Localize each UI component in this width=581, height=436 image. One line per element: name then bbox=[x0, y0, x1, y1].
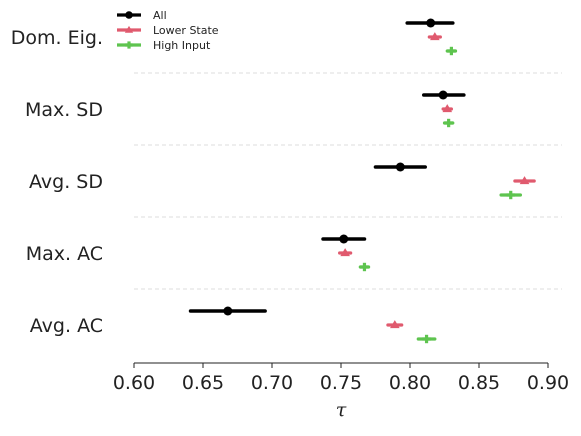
legend-label: Lower State bbox=[153, 24, 219, 37]
series-high-input bbox=[358, 46, 523, 344]
legend-item: High Input bbox=[117, 39, 211, 52]
x-tick-label: 0.65 bbox=[182, 372, 224, 394]
x-tick-label: 0.70 bbox=[251, 372, 293, 394]
category-label: Max. SD bbox=[25, 99, 103, 121]
legend-item: All bbox=[117, 9, 167, 22]
x-tick-label: 0.90 bbox=[527, 372, 569, 394]
x-tick-label: 0.80 bbox=[389, 372, 431, 394]
legend-marker bbox=[124, 25, 134, 33]
x-axis-label: τ bbox=[336, 399, 347, 421]
x-axis: 0.60 0.65 0.70 0.75 0.80 0.85 0.90 bbox=[113, 362, 569, 394]
category-labels: Dom. Eig. Max. SD Avg. SD Max. AC Avg. AC bbox=[11, 27, 103, 337]
legend-label: All bbox=[153, 9, 167, 22]
data-point bbox=[389, 320, 400, 329]
legend-marker bbox=[125, 41, 133, 49]
data-point bbox=[442, 104, 453, 113]
data-point bbox=[426, 18, 436, 28]
data-point bbox=[506, 190, 515, 200]
legend: All Lower State High Input bbox=[117, 9, 219, 52]
data-point bbox=[422, 334, 431, 344]
data-point bbox=[339, 234, 349, 244]
series-layer bbox=[188, 18, 536, 344]
legend-label: High Input bbox=[153, 39, 211, 52]
data-point bbox=[360, 262, 369, 272]
category-label: Dom. Eig. bbox=[11, 27, 103, 49]
data-point bbox=[447, 46, 456, 56]
category-label: Avg. AC bbox=[30, 315, 103, 337]
category-label: Avg. SD bbox=[29, 171, 103, 193]
data-point bbox=[395, 162, 405, 172]
data-point bbox=[519, 176, 530, 185]
data-point bbox=[438, 90, 448, 100]
x-tick-label: 0.85 bbox=[458, 372, 500, 394]
legend-marker bbox=[125, 11, 133, 19]
x-tick-label: 0.75 bbox=[320, 372, 362, 394]
category-label: Max. AC bbox=[26, 243, 103, 265]
series-lower-state bbox=[338, 32, 536, 329]
data-point bbox=[340, 248, 350, 257]
data-point bbox=[223, 306, 233, 316]
x-tick-label: 0.60 bbox=[113, 372, 155, 394]
data-point bbox=[430, 32, 440, 41]
legend-item: Lower State bbox=[117, 24, 219, 37]
data-point bbox=[444, 118, 453, 128]
category-separators bbox=[134, 72, 562, 290]
series-all bbox=[188, 18, 466, 316]
